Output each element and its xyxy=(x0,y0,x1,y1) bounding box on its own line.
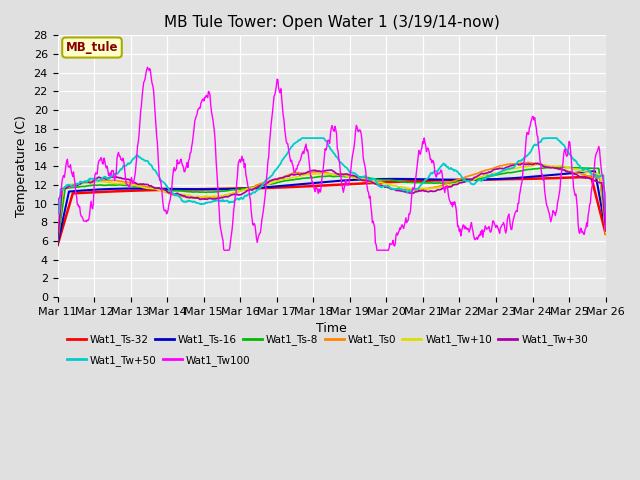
Wat1_Ts-8 xyxy=(54,240,61,246)
Wat1_Tw+10 xyxy=(205,193,212,199)
Wat1_Ts0 xyxy=(63,185,71,191)
Wat1_Ts-16 xyxy=(591,168,599,174)
Wat1_Tw+30 xyxy=(120,176,128,181)
Wat1_Tw+50 xyxy=(54,210,61,216)
Wat1_Tw+30 xyxy=(205,196,212,202)
Wat1_Tw100 xyxy=(120,159,128,165)
Wat1_Ts-32 xyxy=(205,186,212,192)
Wat1_Tw+30 xyxy=(534,160,541,166)
Wat1_Ts-32 xyxy=(175,187,183,192)
Legend: Wat1_Tw+50, Wat1_Tw100: Wat1_Tw+50, Wat1_Tw100 xyxy=(63,351,255,370)
Wat1_Tw+50 xyxy=(63,183,71,189)
Wat1_Tw100 xyxy=(143,64,151,70)
Line: Wat1_Ts-32: Wat1_Ts-32 xyxy=(58,177,605,245)
Wat1_Ts-16 xyxy=(398,176,406,182)
Wat1_Tw+50 xyxy=(415,185,422,191)
Wat1_Ts-16 xyxy=(602,227,609,232)
Wat1_Ts-16 xyxy=(414,176,422,182)
Wat1_Tw100 xyxy=(177,158,184,164)
Wat1_Tw+50 xyxy=(205,199,212,205)
Wat1_Ts-32 xyxy=(398,179,406,184)
Wat1_Tw100 xyxy=(205,89,213,95)
Wat1_Ts0 xyxy=(205,195,212,201)
Wat1_Ts-32 xyxy=(54,242,61,248)
Wat1_Ts-8 xyxy=(175,188,183,194)
Wat1_Ts-16 xyxy=(63,196,71,202)
Wat1_Tw+10 xyxy=(414,186,422,192)
Line: Wat1_Tw+50: Wat1_Tw+50 xyxy=(58,138,605,213)
Line: Wat1_Ts-16: Wat1_Ts-16 xyxy=(58,171,605,244)
Wat1_Ts-16 xyxy=(205,186,212,192)
Wat1_Ts-16 xyxy=(120,186,128,192)
Wat1_Tw+50 xyxy=(399,188,406,193)
Wat1_Ts-8 xyxy=(63,185,71,191)
Wat1_Tw+30 xyxy=(54,240,61,246)
Wat1_Ts0 xyxy=(120,179,128,185)
Wat1_Ts0 xyxy=(524,159,532,165)
Wat1_Tw+10 xyxy=(398,184,406,190)
Wat1_Tw+30 xyxy=(602,228,609,234)
Wat1_Ts-16 xyxy=(175,186,183,192)
Wat1_Ts-32 xyxy=(120,188,128,194)
Wat1_Tw+50 xyxy=(602,210,609,216)
Wat1_Ts0 xyxy=(414,187,422,193)
Wat1_Tw100 xyxy=(602,227,609,232)
Wat1_Ts0 xyxy=(175,193,183,199)
Wat1_Tw+50 xyxy=(120,163,128,169)
Wat1_Ts-32 xyxy=(63,209,71,215)
Line: Wat1_Ts0: Wat1_Ts0 xyxy=(58,162,605,240)
Wat1_Ts-8 xyxy=(120,182,128,188)
Wat1_Tw+30 xyxy=(63,184,71,190)
Wat1_Ts0 xyxy=(602,232,609,238)
Wat1_Tw100 xyxy=(400,226,408,231)
Wat1_Tw+10 xyxy=(602,230,609,236)
Wat1_Tw+30 xyxy=(398,189,406,194)
X-axis label: Time: Time xyxy=(316,322,347,335)
Line: Wat1_Tw100: Wat1_Tw100 xyxy=(58,67,605,250)
Wat1_Tw100 xyxy=(54,229,61,235)
Wat1_Tw+10 xyxy=(175,192,183,197)
Wat1_Tw+10 xyxy=(54,237,61,242)
Title: MB Tule Tower: Open Water 1 (3/19/14-now): MB Tule Tower: Open Water 1 (3/19/14-now… xyxy=(164,15,499,30)
Wat1_Tw+50 xyxy=(175,194,183,200)
Wat1_Ts-32 xyxy=(588,174,595,180)
Wat1_Ts-8 xyxy=(553,164,561,170)
Line: Wat1_Ts-8: Wat1_Ts-8 xyxy=(58,167,605,243)
Wat1_Tw100 xyxy=(221,247,228,253)
Wat1_Ts-32 xyxy=(414,178,422,184)
Wat1_Ts0 xyxy=(54,238,61,243)
Wat1_Ts-8 xyxy=(398,179,406,184)
Line: Wat1_Tw+30: Wat1_Tw+30 xyxy=(58,163,605,243)
Wat1_Tw100 xyxy=(63,156,71,162)
Wat1_Tw100 xyxy=(416,151,424,156)
Wat1_Ts-16 xyxy=(54,241,61,247)
Wat1_Ts-32 xyxy=(602,231,609,237)
Wat1_Tw+30 xyxy=(175,192,183,198)
Y-axis label: Temperature (C): Temperature (C) xyxy=(15,115,28,217)
Wat1_Ts-8 xyxy=(414,180,422,185)
Wat1_Tw+10 xyxy=(120,181,128,187)
Wat1_Ts0 xyxy=(398,187,406,192)
Wat1_Ts-8 xyxy=(205,189,212,195)
Wat1_Tw+10 xyxy=(63,182,71,188)
Line: Wat1_Tw+10: Wat1_Tw+10 xyxy=(58,164,605,240)
Text: MB_tule: MB_tule xyxy=(66,41,118,54)
Wat1_Tw+10 xyxy=(534,161,541,167)
Wat1_Ts-8 xyxy=(602,224,609,229)
Wat1_Tw+30 xyxy=(414,189,422,194)
Wat1_Tw+50 xyxy=(298,135,306,141)
